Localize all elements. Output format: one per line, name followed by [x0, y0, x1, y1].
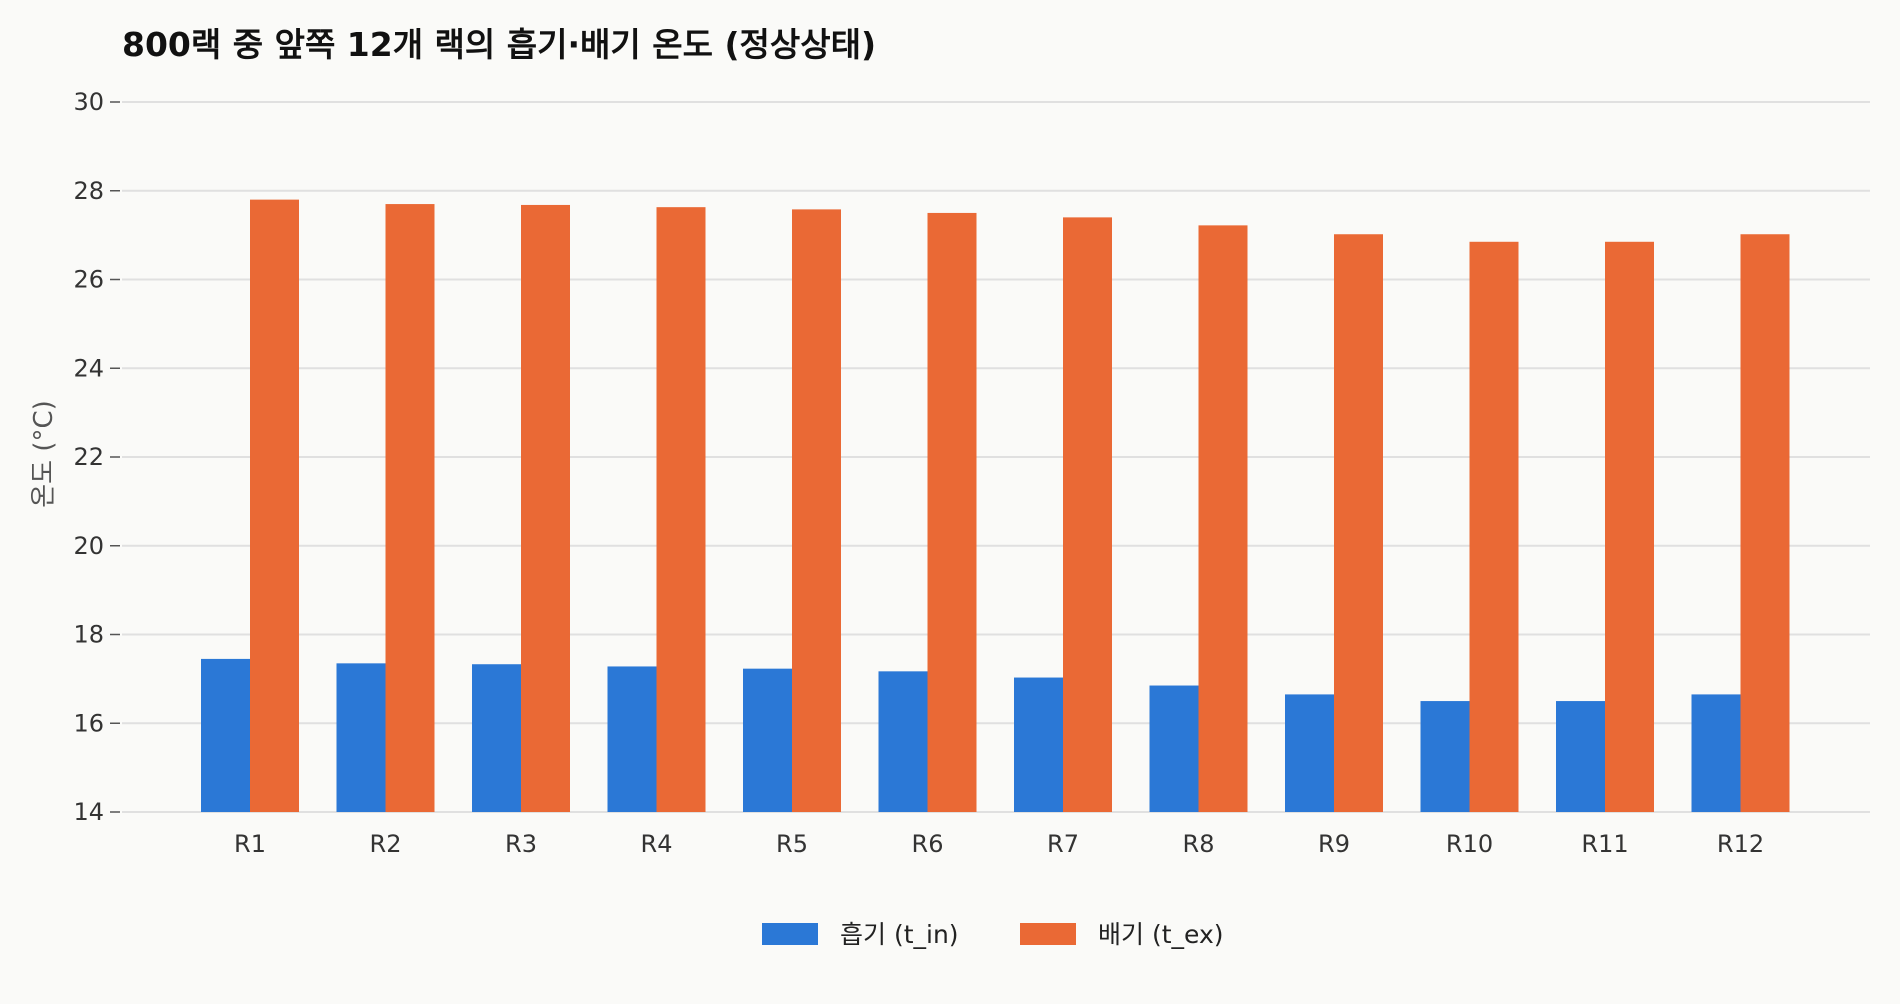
bars — [201, 199, 1790, 813]
x-axis: R1 R2 R3 R4 R5 R6 R7 R8 R9 R10 R11 R12 — [234, 830, 1764, 858]
legend: 흡기 (t_in) 배기 (t_ex) — [762, 920, 1224, 949]
x-tick-label: R4 — [641, 830, 673, 858]
legend-swatch-exhaust — [1020, 923, 1076, 945]
x-tick-label: R8 — [1183, 830, 1215, 858]
bar-intake — [1691, 694, 1741, 812]
bar-intake — [743, 668, 792, 812]
bar-intake — [201, 658, 250, 812]
y-tick-label: 14 — [73, 798, 104, 826]
bar-intake — [1285, 694, 1334, 812]
y-tick-label: 26 — [73, 266, 104, 294]
y-tick-label: 24 — [73, 354, 104, 382]
y-tick-label: 28 — [73, 177, 104, 205]
bar-intake — [472, 664, 521, 812]
legend-label-intake: 흡기 (t_in) — [840, 920, 959, 949]
bar-intake — [336, 663, 386, 812]
legend-label-exhaust: 배기 (t_ex) — [1098, 920, 1224, 949]
y-tick-label: 16 — [73, 709, 104, 737]
x-tick-label: R9 — [1318, 830, 1350, 858]
bar-exhaust — [1605, 241, 1654, 812]
y-axis-label: 온도 (°C) — [29, 400, 59, 508]
bar-exhaust — [927, 212, 977, 812]
y-tick-label: 30 — [73, 88, 104, 116]
bar-exhaust — [656, 207, 706, 812]
y-tick-label: 20 — [73, 532, 104, 560]
bar-intake — [1149, 685, 1199, 812]
x-tick-label: R10 — [1446, 830, 1493, 858]
bar-exhaust — [1469, 241, 1519, 812]
x-tick-label: R3 — [505, 830, 537, 858]
bar-exhaust — [385, 204, 435, 812]
bar-intake — [1014, 677, 1063, 812]
x-tick-label: R2 — [370, 830, 402, 858]
bar-exhaust — [1198, 225, 1248, 813]
x-tick-label: R6 — [912, 830, 944, 858]
bar-exhaust — [250, 199, 299, 812]
chart-title: 800랙 중 앞쪽 12개 랙의 흡기·배기 온도 (정상상태) — [122, 25, 876, 64]
bar-exhaust — [1334, 234, 1383, 813]
bar-intake — [607, 666, 657, 812]
x-tick-label: R1 — [234, 830, 266, 858]
y-tick-label: 18 — [73, 621, 104, 649]
x-tick-label: R5 — [776, 830, 808, 858]
y-axis: 14 16 18 20 22 24 26 28 30 — [73, 88, 120, 826]
bar-exhaust — [1063, 217, 1112, 812]
y-tick-label: 22 — [73, 443, 104, 471]
bar-intake — [878, 671, 928, 812]
bar-exhaust — [792, 209, 841, 812]
bar-exhaust — [521, 204, 570, 812]
legend-swatch-intake — [762, 923, 818, 945]
x-tick-label: R11 — [1581, 830, 1628, 858]
bar-intake — [1420, 701, 1470, 812]
bar-intake — [1556, 701, 1605, 812]
x-tick-label: R7 — [1047, 830, 1079, 858]
bar-exhaust — [1740, 234, 1790, 813]
x-tick-label: R12 — [1717, 830, 1764, 858]
